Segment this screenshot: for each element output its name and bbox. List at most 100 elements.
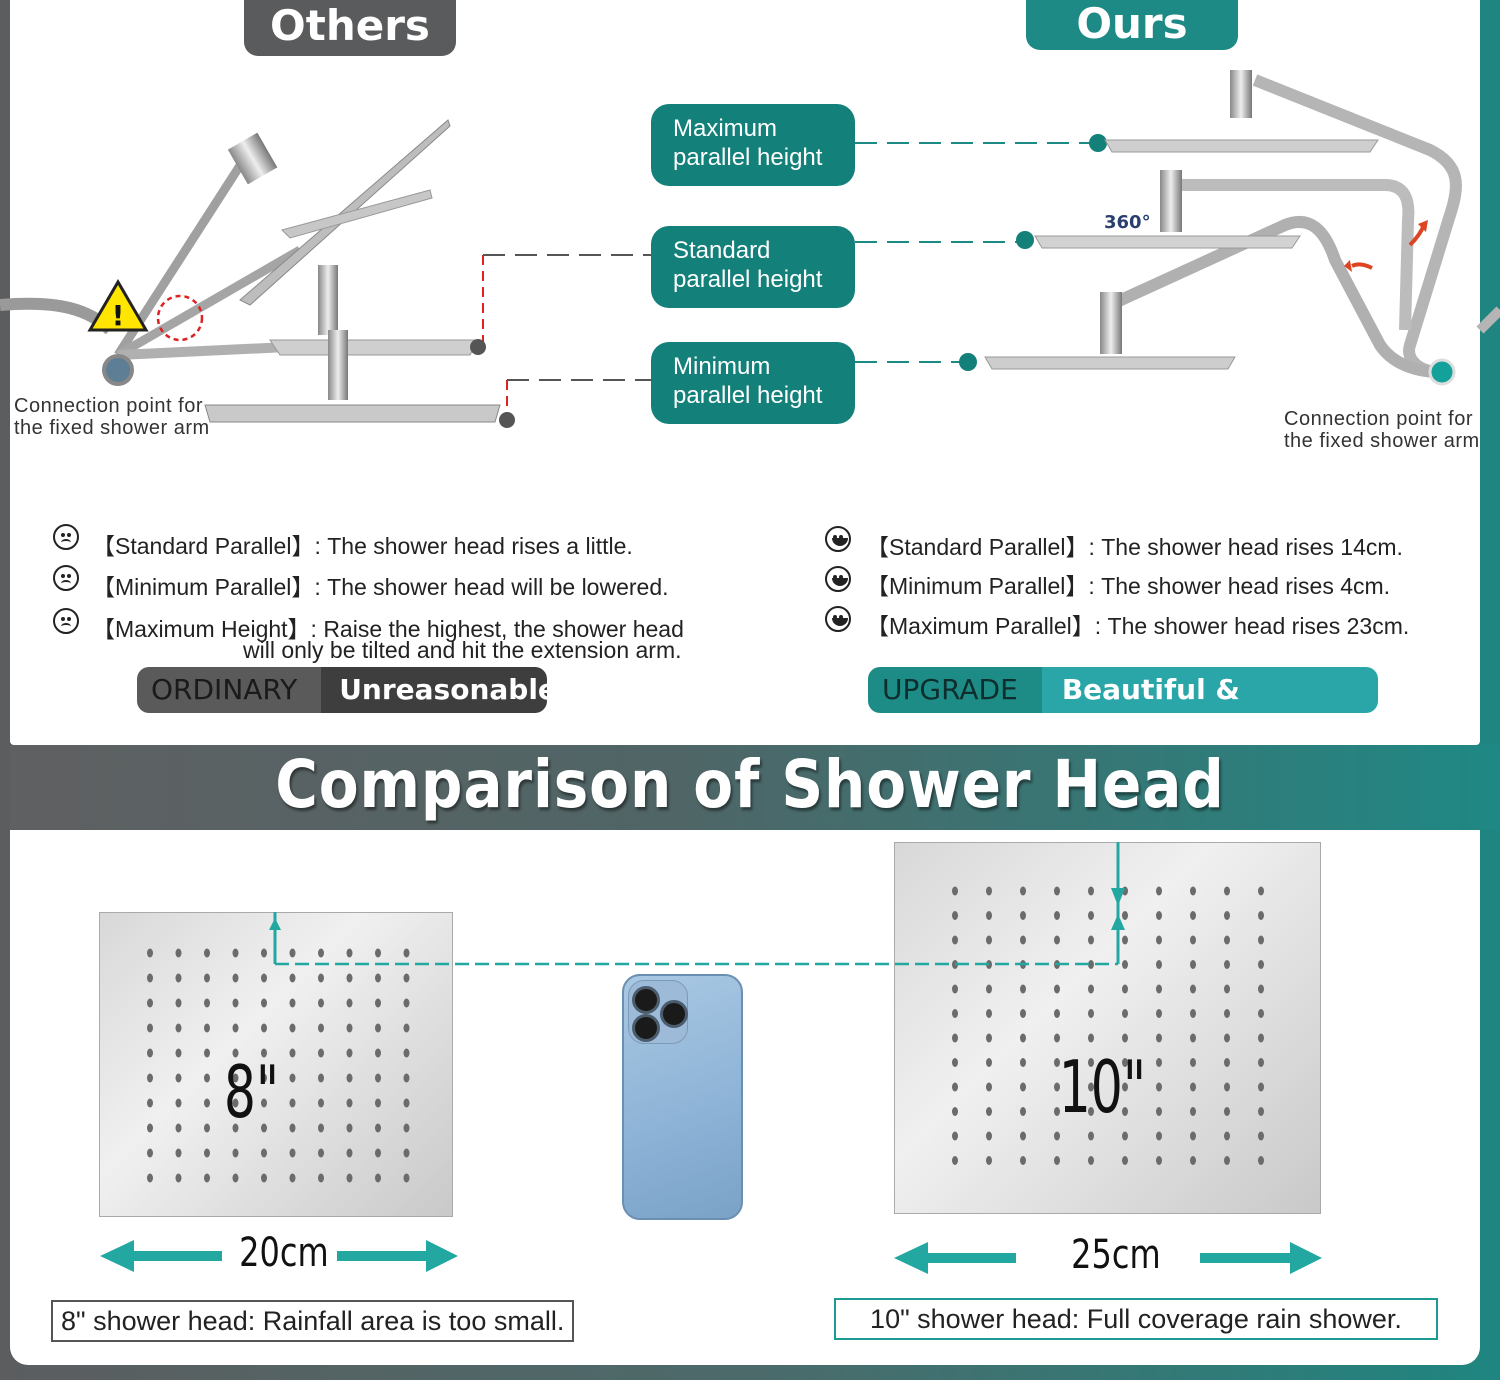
- nozzle-dot: [1020, 984, 1026, 994]
- nozzle-dot: [318, 1073, 324, 1083]
- nozzle-dot: [346, 1073, 353, 1083]
- nozzle-dot: [375, 1123, 381, 1133]
- nozzle-dot: [986, 1009, 992, 1018]
- nozzle-dot: [1122, 1082, 1128, 1092]
- nozzle-dot: [1224, 886, 1230, 896]
- nozzle-dot: [1054, 886, 1060, 896]
- nozzle-dot: [1054, 1082, 1060, 1092]
- badge-right: Beautiful & Practical: [1041, 667, 1378, 713]
- happy-face-icon: [825, 566, 851, 592]
- nozzle-dot: [289, 948, 296, 958]
- caption-8-inch: 8" shower head: Rainfall area is too sma…: [51, 1300, 575, 1342]
- conn-line-1: Connection point for: [14, 395, 204, 417]
- nozzle-dot: [1054, 984, 1060, 994]
- nozzle-dot: [204, 1148, 210, 1158]
- nozzle-dot: [1020, 1009, 1026, 1018]
- nozzle-dot: [318, 1173, 324, 1183]
- nozzle-dot: [1088, 935, 1094, 945]
- pill-line-1: Minimum: [673, 353, 771, 380]
- nozzle-dot: [289, 1098, 296, 1108]
- nozzle-dot: [346, 1173, 353, 1183]
- nozzle-dot: [986, 1058, 992, 1067]
- nozzle-dot: [1190, 1156, 1196, 1165]
- nozzle-dot: [318, 1023, 324, 1033]
- nozzle-grid: [952, 886, 1264, 1165]
- nozzle-dot: [318, 998, 324, 1008]
- nozzle-dot: [175, 998, 182, 1008]
- nozzle-dot: [289, 1173, 296, 1183]
- nozzle-dot: [1156, 1107, 1162, 1116]
- nozzle-dot: [952, 1131, 958, 1141]
- ours-row-standard: 【Standard Parallel】: The shower head ris…: [866, 528, 1403, 562]
- nozzle-dot: [318, 1098, 324, 1108]
- row-text: : The shower head rises 14cm.: [1088, 534, 1403, 560]
- nozzle-dot: [261, 1173, 267, 1183]
- nozzle-dot: [1054, 1009, 1060, 1018]
- nozzle-dot: [1224, 1156, 1230, 1165]
- nozzle-dot: [1020, 886, 1026, 896]
- nozzle-dot: [952, 984, 958, 994]
- nozzle-dot: [346, 1048, 353, 1058]
- camera-lens-icon: [632, 1014, 660, 1042]
- row-tag: 【Standard Parallel】: [866, 534, 1089, 560]
- nozzle-dot: [1020, 935, 1026, 945]
- nozzle-dot: [1258, 960, 1264, 969]
- nozzle-dot: [952, 1033, 958, 1043]
- nozzle-dot: [1258, 886, 1264, 896]
- nozzle-dot: [232, 1148, 239, 1158]
- nozzle-dot: [1190, 1107, 1196, 1116]
- nozzle-dot: [175, 948, 182, 958]
- nozzle-dot: [403, 1148, 410, 1158]
- nozzle-dot: [1088, 1009, 1094, 1018]
- nozzle-dot: [147, 1023, 153, 1033]
- nozzle-dot: [1088, 1082, 1094, 1092]
- nozzle-dot: [261, 973, 267, 983]
- nozzle-dot: [986, 1131, 992, 1141]
- nozzle-dot: [1224, 1033, 1230, 1043]
- ours-connection-label: Connection point for the fixed shower ar…: [1284, 408, 1480, 452]
- others-row-maximum: 【Maximum Height】: Raise the highest, the…: [92, 610, 684, 644]
- nozzle-dot: [1054, 1107, 1060, 1116]
- nozzle-dot: [1054, 1156, 1060, 1165]
- conn-line-1: Connection point for: [1284, 408, 1474, 430]
- nozzle-dot: [1224, 984, 1230, 994]
- nozzle-dot: [318, 1123, 324, 1133]
- pill-standard-height: Standard parallel height: [651, 226, 855, 308]
- nozzle-dot: [1224, 911, 1230, 920]
- nozzle-dot: [1122, 960, 1128, 969]
- nozzle-dot: [261, 1098, 267, 1108]
- nozzle-dot: [175, 1173, 182, 1183]
- others-row-minimum: 【Minimum Parallel】: The shower head will…: [92, 568, 669, 602]
- nozzle-dot: [403, 1098, 410, 1108]
- nozzle-dot: [1258, 911, 1264, 920]
- nozzle-dot: [1122, 1058, 1128, 1067]
- nozzle-dot: [346, 998, 353, 1008]
- dimension-arrows: [100, 1240, 1322, 1274]
- nozzle-dot: [289, 1023, 296, 1033]
- nozzle-dot: [261, 948, 267, 958]
- nozzle-dot: [375, 1173, 381, 1183]
- upgrade-badge: UPGRADE Beautiful & Practical: [868, 667, 1378, 713]
- nozzle-dot: [1156, 911, 1162, 920]
- nozzle-dot: [1156, 1009, 1162, 1018]
- nozzle-dot: [1088, 960, 1094, 969]
- nozzle-dot: [952, 1082, 958, 1092]
- nozzle-dot: [261, 1073, 267, 1083]
- nozzle-dot: [1258, 1156, 1264, 1165]
- nozzle-dot: [204, 998, 210, 1008]
- nozzle-dot: [1190, 935, 1196, 945]
- phone-size-reference: [622, 974, 743, 1220]
- nozzle-dot: [1258, 1009, 1264, 1018]
- nozzle-dot: [289, 998, 296, 1008]
- nozzle-dot: [1054, 911, 1060, 920]
- camera-lens-icon: [632, 986, 660, 1014]
- nozzle-dot: [204, 1048, 210, 1058]
- nozzle-dot: [1122, 1033, 1128, 1043]
- nozzle-dot: [175, 1098, 182, 1108]
- nozzle-dot: [1088, 911, 1094, 920]
- nozzle-dot: [1190, 984, 1196, 994]
- nozzle-dot: [175, 1148, 182, 1158]
- nozzle-dot: [1156, 935, 1162, 945]
- nozzle-dot: [1122, 1131, 1128, 1141]
- nozzle-dot: [204, 1073, 210, 1083]
